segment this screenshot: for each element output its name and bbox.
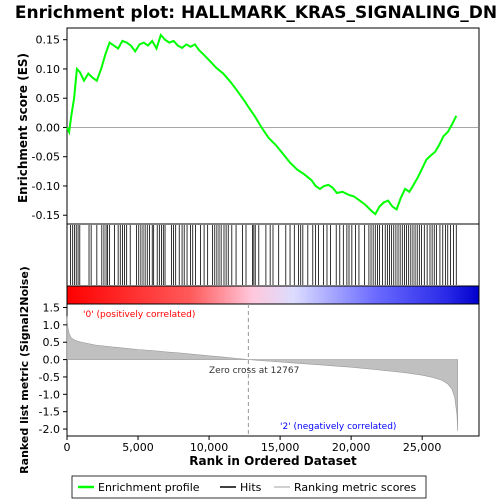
x-axis-label: Rank in Ordered Dataset — [189, 454, 357, 468]
rank-colorbar — [66, 285, 480, 305]
legend-label-enrichment-profile: Enrichment profile — [98, 481, 200, 494]
legend-label-hits: Hits — [240, 481, 262, 494]
legend-label-ranking-metric: Ranking metric scores — [294, 481, 416, 494]
es-y-ticks: -0.15 -0.10 -0.05 0.00 0.05 0.10 0.15 — [32, 34, 67, 222]
es-plot-area — [66, 27, 480, 225]
metric-y-tick-label: 1.0 — [43, 319, 61, 332]
x-tick-label: 20,000 — [332, 441, 371, 454]
es-y-tick-label: -0.05 — [32, 151, 60, 164]
es-y-tick-label: 0.15 — [36, 34, 61, 47]
es-y-tick-label: -0.10 — [32, 180, 60, 193]
es-y-tick-label: 0.00 — [36, 121, 61, 134]
metric-y-tick-label: -1.0 — [39, 388, 60, 401]
es-y-tick-label: -0.15 — [32, 209, 60, 222]
ranking-metric-area — [66, 316, 458, 431]
metric-y-ticks: -2.0 -1.5 -1.0 -0.5 0.0 0.5 1.0 1.5 — [39, 301, 67, 436]
negative-correlation-label: '2' (negatively correlated) — [280, 422, 396, 432]
x-tick-label: 25,000 — [403, 441, 442, 454]
legend: Enrichment profile Hits Ranking metric s… — [71, 475, 427, 499]
positive-correlation-label: '0' (positively correlated) — [83, 310, 195, 320]
metric-y-tick-label: -2.0 — [39, 423, 60, 436]
metric-panel: -2.0 -1.5 -1.0 -0.5 0.0 0.5 1.0 1.5 '0' (positi… — [18, 266, 480, 474]
x-tick-label: 5,000 — [122, 441, 154, 454]
hits-marks — [70, 225, 457, 285]
legend-box — [71, 475, 427, 499]
x-axis-ticks: 0 5,000 10,000 15,000 20,000 25,000 — [64, 436, 442, 454]
metric-y-tick-label: -0.5 — [39, 371, 60, 384]
metric-y-axis-label: Ranked list metric (Signal2Noise) — [18, 266, 31, 474]
es-y-tick-label: 0.10 — [36, 63, 61, 76]
hits-panel — [66, 223, 480, 287]
chart-title: Enrichment plot: HALLMARK_KRAS_SIGNALING… — [15, 3, 497, 23]
colorbar-gradient — [66, 285, 480, 305]
es-y-tick-label: 0.05 — [36, 92, 61, 105]
x-tick-label: 15,000 — [261, 441, 300, 454]
x-tick-label: 10,000 — [190, 441, 229, 454]
enrichment-profile-line — [66, 33, 458, 216]
zero-cross-label: Zero cross at 12767 — [209, 366, 299, 376]
metric-y-tick-label: -1.5 — [39, 406, 60, 419]
es-y-axis-label: Enrichment score (ES) — [16, 53, 30, 203]
es-panel: -0.15 -0.10 -0.05 0.00 0.05 0.10 0.15 Enrichme… — [16, 27, 480, 225]
metric-y-tick-label: 1.5 — [43, 301, 61, 314]
x-tick-label: 0 — [64, 441, 71, 454]
metric-y-tick-label: 0.0 — [43, 354, 61, 367]
metric-y-tick-label: 0.5 — [43, 336, 61, 349]
